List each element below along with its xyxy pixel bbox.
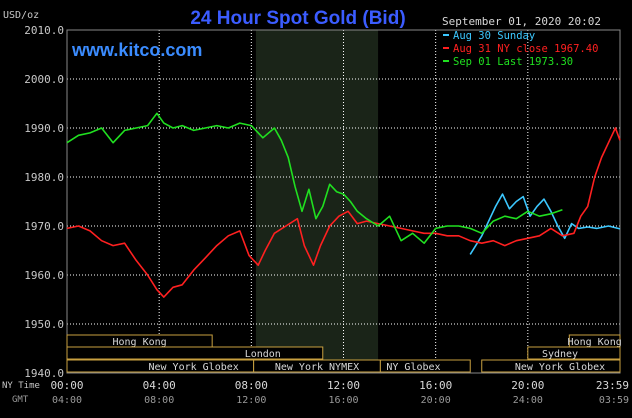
- plot-frame: [66, 29, 621, 374]
- y-tick-label: 1940.0: [24, 367, 64, 380]
- session-label: London: [245, 349, 281, 360]
- x-tick-label-ny: 00:00: [50, 379, 83, 392]
- x-tick-label-ny: 16:00: [419, 379, 452, 392]
- datetime-label: September 01, 2020 20:02: [442, 15, 601, 28]
- x-tick-label-ny: 08:00: [235, 379, 268, 392]
- session-label: Hong Kong: [112, 337, 166, 348]
- x-tick-label-ny: 12:00: [327, 379, 360, 392]
- legend-item: Aug 30 Sunday: [453, 30, 535, 42]
- y-tick-label: 1960.0: [24, 269, 64, 282]
- y-tick-label: 2000.0: [24, 73, 64, 86]
- x-tick-label-gmt: 04:00: [52, 395, 82, 406]
- session-label: Hong Kong: [568, 337, 622, 348]
- x-tick-label-gmt: 24:00: [513, 395, 543, 406]
- session-background: [255, 30, 379, 373]
- ny-time-label: NY Time: [2, 381, 40, 391]
- ny-session-shade: [255, 30, 379, 373]
- session-bar: [527, 346, 621, 360]
- session-label: New York NYMEX: [275, 362, 359, 373]
- x-tick-label-gmt: 12:00: [236, 395, 266, 406]
- x-tick-label-gmt: 03:59: [599, 395, 629, 406]
- legend-item: Aug 31 NY close 1967.40: [453, 43, 598, 55]
- chart-title: 24 Hour Spot Gold (Bid): [190, 8, 405, 29]
- x-tick-label-ny: 23:59: [596, 379, 629, 392]
- x-tick-label-ny: 20:00: [511, 379, 544, 392]
- session-label: New York Globex: [515, 362, 605, 373]
- unit-label: USD/oz: [3, 10, 39, 21]
- series: [66, 112, 621, 298]
- session-bar: [66, 346, 324, 360]
- session-bar: [379, 359, 471, 373]
- y-tick-label: 1970.0: [24, 220, 64, 233]
- session-label: Sydney: [542, 349, 578, 360]
- series-line-1: [66, 127, 621, 298]
- axes: 2010.0 2000.0 1990.0 1980.0 1970.0 1960.0 1950…: [24, 24, 629, 406]
- legend-item: Sep 01 Last 1973.30: [453, 56, 573, 68]
- session-label: New York Globex: [148, 362, 238, 373]
- x-tick-label-gmt: 20:00: [421, 395, 451, 406]
- y-tick-label: 1990.0: [24, 122, 64, 135]
- y-tick-label: 2010.0: [24, 24, 64, 37]
- site-label: www.kitco.com: [71, 40, 202, 60]
- session-bars: Hong Kong Hong Kong London Sydney New York G…: [66, 334, 622, 373]
- series-line-2: [66, 112, 563, 244]
- y-tick-label: 1950.0: [24, 318, 64, 331]
- grid: [66, 29, 621, 374]
- y-tick-label: 1980.0: [24, 171, 64, 184]
- x-tick-label-ny: 04:00: [143, 379, 176, 392]
- series-line-0: [469, 193, 621, 255]
- session-label: NY Globex: [386, 362, 440, 373]
- gmt-label: GMT: [12, 395, 29, 405]
- session-bar: [481, 359, 621, 373]
- x-tick-label-gmt: 08:00: [144, 395, 174, 406]
- x-tick-label-gmt: 16:00: [328, 395, 358, 406]
